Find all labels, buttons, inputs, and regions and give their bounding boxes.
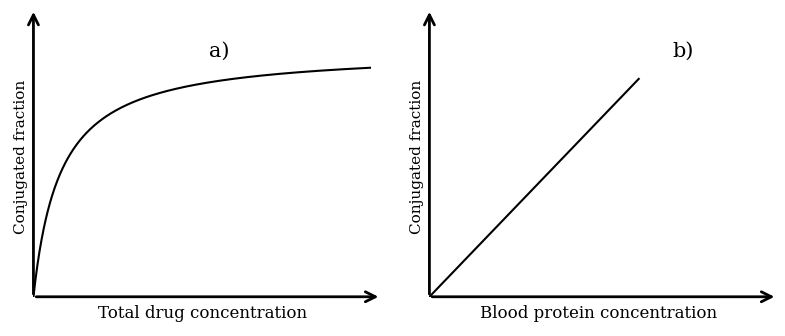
Text: b): b) [673, 41, 694, 60]
X-axis label: Blood protein concentration: Blood protein concentration [480, 305, 717, 322]
X-axis label: Total drug concentration: Total drug concentration [97, 305, 307, 322]
Y-axis label: Conjugated fraction: Conjugated fraction [410, 80, 424, 234]
Text: a): a) [209, 41, 229, 60]
Y-axis label: Conjugated fraction: Conjugated fraction [14, 80, 28, 234]
